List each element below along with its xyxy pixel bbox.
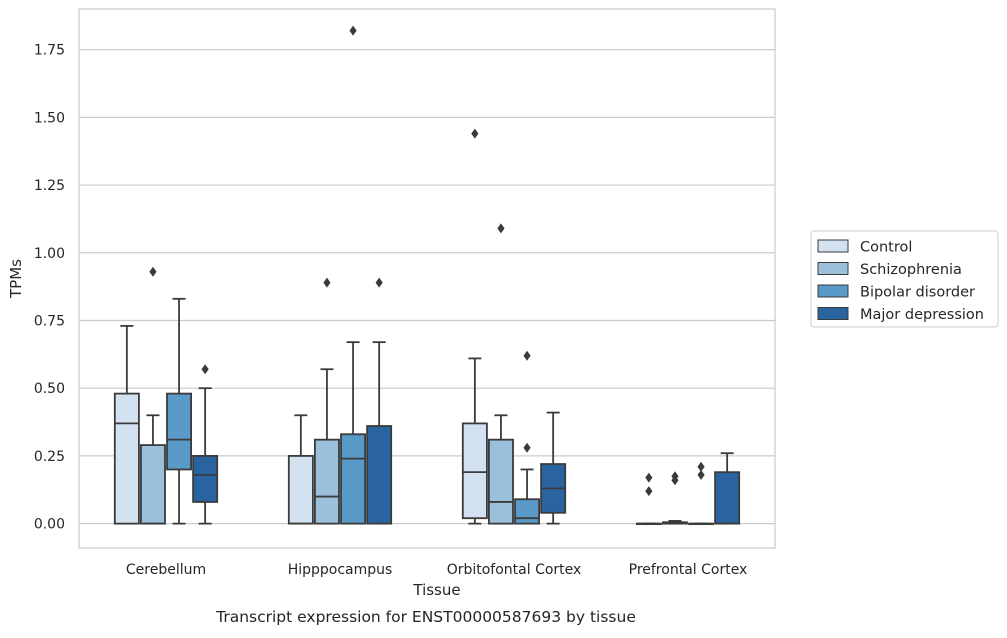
box-3-0 [635, 472, 662, 526]
outlier-point [497, 223, 505, 234]
outlier-point [323, 277, 331, 288]
x-axis-label: Tissue [412, 581, 460, 599]
box-iqr [113, 392, 140, 525]
y-tick-label: 1.75 [34, 43, 65, 59]
box-2-3 [540, 411, 567, 525]
box-iqr [313, 438, 340, 525]
box-iqr [287, 455, 314, 525]
legend-swatch [817, 262, 849, 275]
box-1-1 [313, 277, 340, 525]
box-3-3 [714, 452, 741, 525]
box-iqr [340, 433, 367, 525]
box-3-2 [688, 461, 715, 526]
legend-swatch [817, 307, 849, 320]
box-2-1 [487, 223, 514, 525]
outlier-point [375, 277, 383, 288]
y-tick-label: 0.75 [34, 313, 65, 329]
box-0-0 [113, 324, 140, 525]
chart-caption: Transcript expression for ENST0000058769… [215, 608, 636, 626]
box-1-2 [340, 25, 367, 525]
outlier-point [645, 472, 653, 483]
x-tick-label: Cerebellum [126, 562, 206, 578]
outlier-point [697, 469, 705, 480]
legend-item: Bipolar disorder [817, 284, 975, 301]
box-iqr [487, 438, 514, 525]
outlier-point [523, 442, 531, 453]
x-tick-label: Hipppocampus [288, 562, 393, 578]
legend-item: Control [817, 239, 912, 256]
box-iqr [366, 425, 393, 525]
box-0-3 [192, 364, 219, 525]
outlier-point [201, 364, 209, 375]
box-iqr [461, 422, 488, 520]
y-tick-label: 0.25 [34, 449, 65, 465]
outlier-point [471, 128, 479, 139]
x-tick-labels: Cerebellum Hipppocampus Orbitofontal Corte… [126, 562, 747, 578]
legend-item: Major depression [817, 307, 984, 323]
box-2-0 [461, 128, 488, 525]
box-0-1 [139, 266, 166, 525]
box-1-0 [287, 414, 314, 525]
box-3-1 [662, 471, 688, 525]
box-iqr [139, 444, 166, 525]
box-1-3 [366, 277, 393, 525]
x-tick-label: Prefrontal Cortex [629, 562, 748, 578]
legend-item: Schizophrenia [817, 262, 962, 278]
y-tick-label: 0.50 [34, 381, 65, 397]
legend-swatch [817, 239, 849, 253]
outlier-point [697, 461, 705, 472]
y-tick-labels: 0.00 0.25 0.50 0.75 1.00 1.25 1.50 1.75 [34, 43, 65, 533]
box-0-2 [166, 297, 193, 525]
x-tick-label: Orbitofontal Cortex [447, 562, 582, 578]
outlier-point [149, 266, 157, 277]
box-iqr [166, 392, 193, 471]
y-tick-label: 1.25 [34, 178, 65, 194]
legend-frame [810, 230, 999, 328]
legend-label: Bipolar disorder [860, 285, 975, 301]
box-iqr [514, 498, 541, 525]
outlier-point [671, 471, 679, 482]
box-iqr [714, 471, 741, 525]
y-tick-label: 1.00 [34, 246, 65, 262]
box-2-2 [514, 350, 541, 525]
legend-label: Major depression [860, 307, 984, 323]
legend: Control Schizophrenia Bipolar disorder Majo… [810, 230, 999, 328]
box-iqr [192, 455, 219, 503]
plot-frame [78, 8, 776, 549]
y-tick-label: 0.00 [34, 517, 65, 533]
legend-swatch [817, 284, 849, 298]
outlier-point [523, 350, 531, 361]
boxes [113, 25, 741, 526]
outlier-point [645, 486, 653, 497]
y-tick-label: 1.50 [34, 110, 65, 126]
y-axis-label: TPMs [7, 259, 25, 299]
legend-label: Schizophrenia [860, 262, 962, 278]
outlier-point [349, 25, 357, 36]
legend-label: Control [860, 240, 912, 256]
